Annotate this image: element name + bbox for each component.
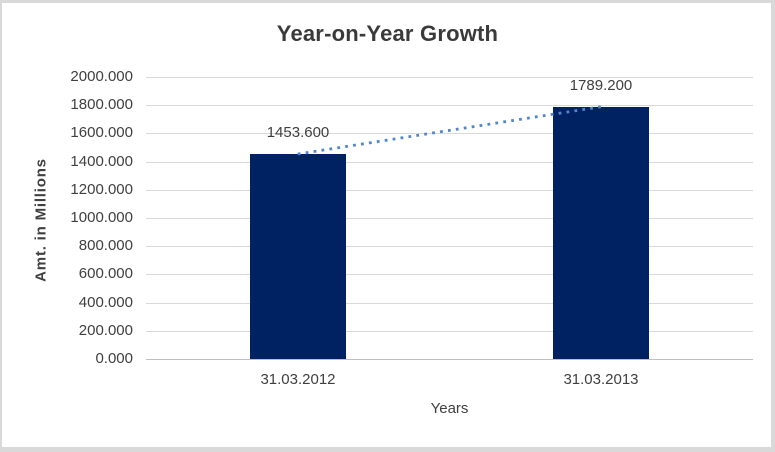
y-tick-label: 1600.000 bbox=[70, 124, 133, 141]
bar-31.03.2012 bbox=[250, 154, 346, 359]
gridline bbox=[146, 162, 753, 163]
x-tick-label: 31.03.2013 bbox=[563, 371, 639, 388]
gridline bbox=[146, 246, 753, 247]
y-tick-label: 600.000 bbox=[78, 265, 133, 282]
y-tick-label: 1800.000 bbox=[70, 96, 133, 113]
x-axis-line bbox=[146, 359, 753, 360]
y-tick-label: 2000.000 bbox=[70, 68, 133, 85]
y-tick-label: 400.000 bbox=[78, 294, 133, 311]
gridline bbox=[146, 331, 753, 332]
y-tick-label: 800.000 bbox=[78, 237, 133, 254]
x-tick-label: 31.03.2012 bbox=[260, 371, 336, 388]
y-tick-label: 1200.000 bbox=[70, 181, 133, 198]
bar-31.03.2013 bbox=[553, 107, 649, 359]
y-tick-label: 1000.000 bbox=[70, 209, 133, 226]
y-tick-label: 0.000 bbox=[95, 350, 133, 367]
x-axis-title: Years bbox=[430, 400, 469, 417]
y-tick-label: 200.000 bbox=[78, 322, 133, 339]
gridline bbox=[146, 190, 753, 191]
bar-data-label: 1789.200 bbox=[569, 77, 633, 94]
chart-title: Year-on-Year Growth bbox=[276, 21, 499, 46]
bar-data-label: 1453.600 bbox=[266, 124, 330, 141]
gridline bbox=[146, 218, 753, 219]
gridline bbox=[146, 77, 753, 78]
y-tick-label: 1400.000 bbox=[70, 153, 133, 170]
gridline bbox=[146, 274, 753, 275]
gridline bbox=[146, 303, 753, 304]
gridline bbox=[146, 105, 753, 106]
